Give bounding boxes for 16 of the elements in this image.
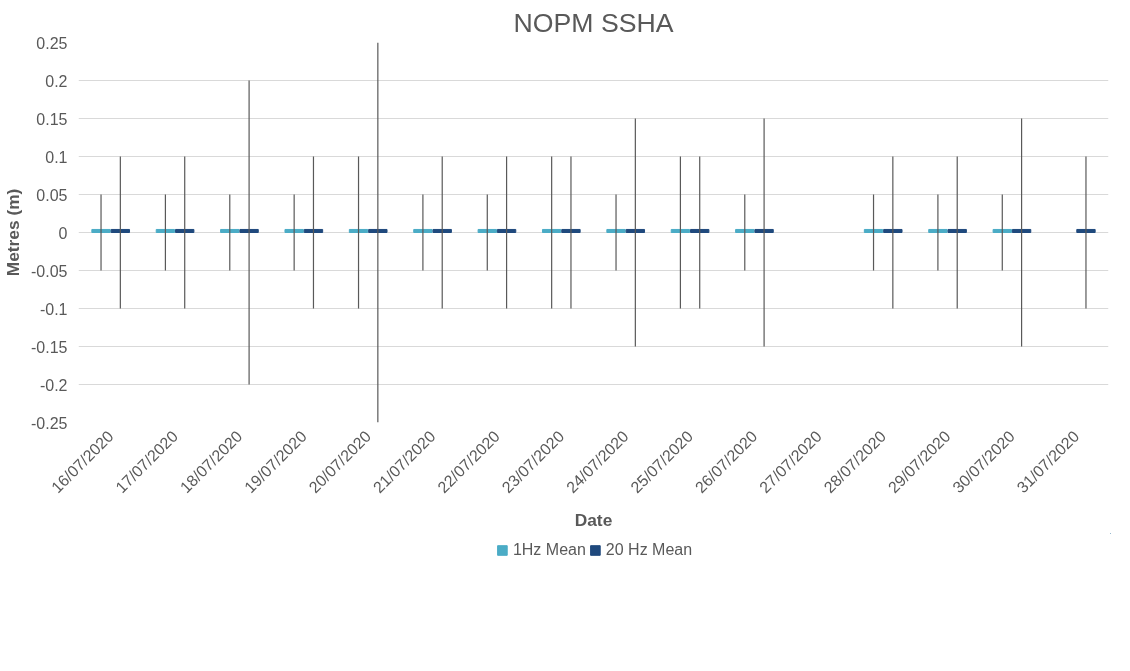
x-axis-title: Date: [574, 510, 613, 531]
y-axis-title: Metres (m): [3, 188, 24, 277]
y-tick-label: 0.2: [45, 72, 68, 90]
y-tick-label: 0.15: [36, 110, 68, 128]
y-tick-label: 0: [58, 224, 68, 242]
y-tick-label: -0.2: [39, 376, 68, 394]
legend-label: 1Hz Mean: [512, 541, 586, 559]
y-tick-label: -0.05: [31, 262, 68, 280]
y-tick-label: 0.05: [36, 186, 68, 204]
legend-label: 20 Hz Mean: [605, 541, 693, 559]
y-tick-label: 0.1: [45, 148, 68, 166]
chart-title: NOPM SSHA: [513, 7, 674, 38]
y-tick-label: -0.1: [39, 300, 68, 318]
y-tick-label: -0.15: [31, 338, 68, 356]
y-tick-label: 0.25: [36, 34, 68, 52]
y-tick-label: -0.25: [31, 414, 68, 432]
